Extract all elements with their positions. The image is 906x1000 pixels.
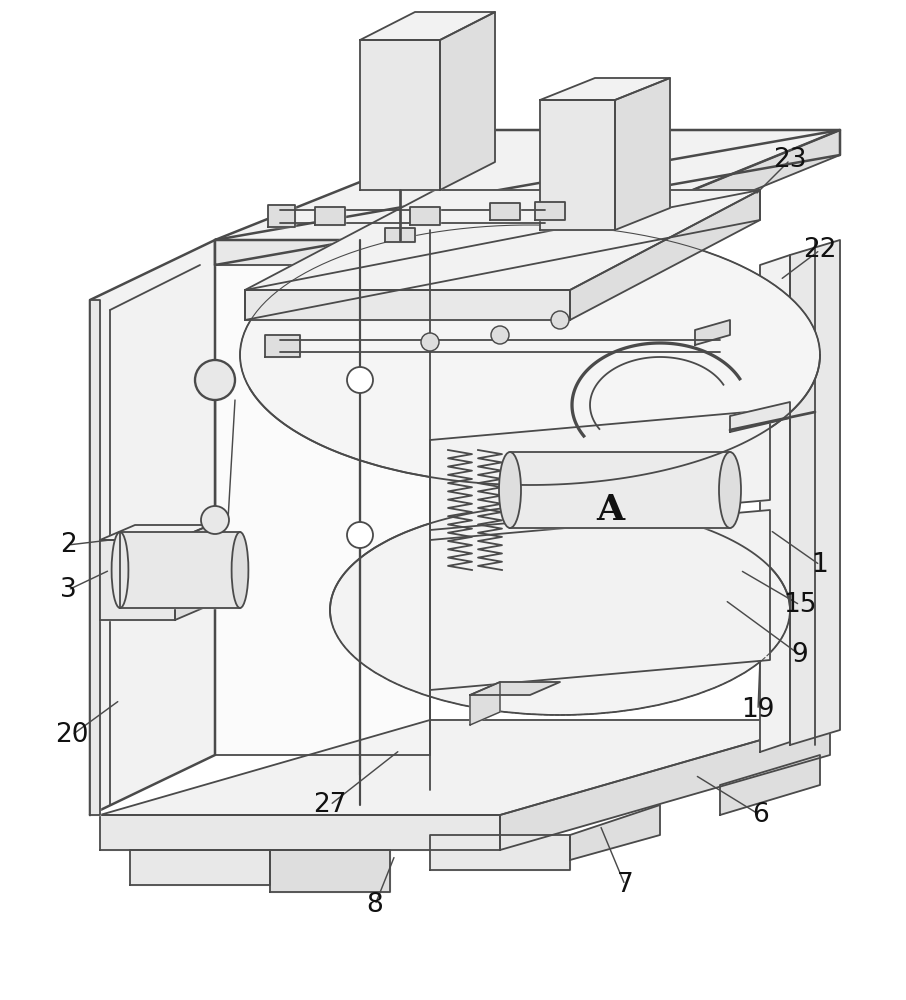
Circle shape bbox=[201, 506, 229, 534]
Text: A: A bbox=[596, 493, 624, 527]
Text: 7: 7 bbox=[617, 872, 633, 898]
Polygon shape bbox=[90, 300, 100, 815]
Text: 6: 6 bbox=[752, 802, 768, 828]
Ellipse shape bbox=[719, 452, 741, 528]
Polygon shape bbox=[615, 78, 670, 230]
Polygon shape bbox=[100, 540, 175, 620]
Circle shape bbox=[347, 522, 373, 548]
Circle shape bbox=[551, 311, 569, 329]
Polygon shape bbox=[570, 805, 660, 860]
Polygon shape bbox=[245, 190, 760, 290]
Text: 2: 2 bbox=[60, 532, 76, 558]
Polygon shape bbox=[430, 835, 570, 870]
Polygon shape bbox=[500, 720, 830, 850]
Polygon shape bbox=[90, 240, 215, 815]
Polygon shape bbox=[570, 190, 760, 320]
Polygon shape bbox=[100, 815, 500, 850]
Polygon shape bbox=[490, 203, 520, 220]
Polygon shape bbox=[120, 532, 240, 608]
Ellipse shape bbox=[240, 225, 820, 485]
Text: 15: 15 bbox=[784, 592, 816, 618]
Polygon shape bbox=[410, 207, 440, 225]
Polygon shape bbox=[540, 78, 670, 100]
Polygon shape bbox=[215, 240, 570, 265]
Polygon shape bbox=[215, 240, 430, 755]
Polygon shape bbox=[540, 100, 615, 230]
Text: 23: 23 bbox=[773, 147, 806, 173]
Polygon shape bbox=[265, 335, 300, 357]
Circle shape bbox=[421, 333, 439, 351]
Polygon shape bbox=[760, 255, 790, 752]
Text: 27: 27 bbox=[313, 792, 347, 818]
Polygon shape bbox=[215, 130, 840, 240]
Polygon shape bbox=[440, 12, 495, 190]
Polygon shape bbox=[270, 850, 390, 892]
Text: 19: 19 bbox=[741, 697, 775, 723]
Polygon shape bbox=[268, 205, 295, 227]
Polygon shape bbox=[430, 510, 770, 690]
Text: 3: 3 bbox=[60, 577, 76, 603]
Polygon shape bbox=[430, 410, 770, 530]
Polygon shape bbox=[315, 207, 345, 225]
Text: 20: 20 bbox=[55, 722, 89, 748]
Polygon shape bbox=[360, 12, 495, 40]
Text: 1: 1 bbox=[812, 552, 828, 578]
Polygon shape bbox=[720, 755, 820, 815]
Polygon shape bbox=[570, 130, 840, 265]
Polygon shape bbox=[470, 682, 560, 695]
Polygon shape bbox=[695, 320, 730, 345]
Polygon shape bbox=[510, 452, 730, 528]
Text: 8: 8 bbox=[367, 892, 383, 918]
Text: 22: 22 bbox=[804, 237, 837, 263]
Circle shape bbox=[347, 367, 373, 393]
Circle shape bbox=[195, 360, 235, 400]
Polygon shape bbox=[535, 202, 565, 220]
Polygon shape bbox=[100, 720, 830, 815]
Text: 9: 9 bbox=[792, 642, 808, 668]
Polygon shape bbox=[245, 290, 570, 320]
Polygon shape bbox=[360, 40, 440, 190]
Polygon shape bbox=[245, 190, 760, 320]
Polygon shape bbox=[730, 402, 790, 432]
Circle shape bbox=[491, 326, 509, 344]
Polygon shape bbox=[790, 240, 840, 745]
Ellipse shape bbox=[499, 452, 521, 528]
Polygon shape bbox=[175, 525, 210, 620]
Polygon shape bbox=[215, 130, 840, 265]
Polygon shape bbox=[385, 228, 415, 242]
Polygon shape bbox=[470, 682, 500, 725]
Polygon shape bbox=[100, 525, 210, 540]
Ellipse shape bbox=[330, 505, 790, 715]
Polygon shape bbox=[130, 850, 270, 885]
Ellipse shape bbox=[232, 532, 248, 608]
Ellipse shape bbox=[111, 532, 129, 608]
